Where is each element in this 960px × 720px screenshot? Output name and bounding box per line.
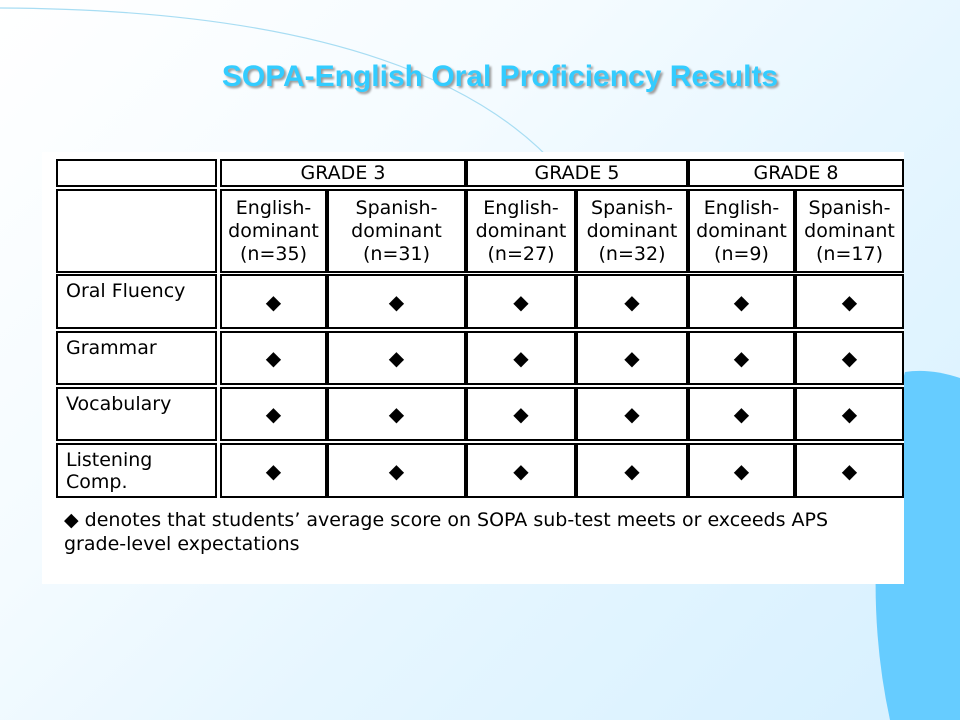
diamond-icon: ◆ (513, 289, 529, 314)
diamond-icon: ◆ (388, 458, 405, 483)
subgroup-label-line: dominant (696, 219, 787, 242)
row-label: Grammar (56, 331, 217, 385)
mark-cell: ◆ (688, 274, 795, 329)
subgroup-label-line: Spanish- (355, 196, 438, 219)
mark-cell: ◆ (466, 387, 576, 441)
diamond-icon: ◆ (841, 289, 858, 314)
subgroup-label-line: English- (483, 196, 559, 219)
mark-cell: ◆ (576, 274, 688, 329)
slide-title: SOPA-English Oral Proficiency Results (221, 60, 779, 93)
diamond-icon: ◆ (388, 289, 405, 314)
grade-header: GRADE 5 (466, 159, 688, 187)
subgroup-header: Spanish-dominant (n=31) (327, 189, 466, 273)
diamond-icon: ◆ (265, 402, 282, 426)
mark-cell: ◆ (466, 443, 576, 498)
subgroup-label: Spanish-dominant (n=17) (804, 197, 895, 266)
mark-cell: ◆ (220, 387, 327, 441)
row-label-line: Listening (66, 449, 153, 471)
row-label-line: Grammar (66, 337, 157, 359)
subgroup-label-line: English- (235, 196, 312, 219)
diamond-icon: ◆ (733, 346, 750, 370)
subgroup-label-line: dominant (351, 219, 442, 242)
legend: ◆ denotes that students’ average score o… (64, 508, 884, 556)
mark-cell: ◆ (466, 274, 576, 329)
mark-cell: ◆ (220, 331, 327, 385)
diamond-icon: ◆ (841, 458, 858, 483)
diamond-icon: ◆ (513, 458, 529, 483)
subgroup-label-line: (n=31) (363, 242, 430, 265)
subgroup-header: English-dominant (n=9) (688, 189, 795, 273)
diamond-icon: ◆ (265, 458, 282, 483)
diamond-icon: ◆ (265, 346, 282, 370)
row-label-line: Vocabulary (66, 393, 172, 415)
subgroup-label-line: dominant (475, 219, 567, 242)
diamond-icon: ◆ (513, 402, 529, 426)
corner-cell (56, 159, 217, 187)
legend-text: denotes that students’ average score on … (64, 509, 829, 555)
mark-cell: ◆ (466, 331, 576, 385)
diamond-icon: ◆ (624, 402, 640, 426)
diamond-icon: ◆ (64, 509, 79, 531)
mark-cell: ◆ (795, 387, 904, 441)
subgroup-label-line: dominant (586, 219, 678, 242)
subgroup-label-line: dominant (228, 219, 319, 242)
mark-cell: ◆ (688, 331, 795, 385)
diamond-icon: ◆ (841, 346, 858, 370)
mark-cell: ◆ (327, 443, 466, 498)
subgroup-label: English-dominant (n=9) (696, 197, 787, 266)
mark-cell: ◆ (795, 331, 904, 385)
mark-cell: ◆ (220, 443, 327, 498)
subgroup-label-line: English- (703, 196, 780, 219)
row-label-line: Oral Fluency (66, 280, 186, 302)
corner-cell-sub (56, 189, 217, 273)
mark-cell: ◆ (576, 387, 688, 441)
subgroup-label-line: Spanish- (591, 196, 673, 219)
subgroup-header: English-dominant (n=35) (220, 189, 327, 273)
subgroup-header: Spanish-dominant (n=32) (576, 189, 688, 273)
diamond-icon: ◆ (733, 402, 750, 426)
mark-cell: ◆ (688, 387, 795, 441)
diamond-icon: ◆ (624, 458, 640, 483)
subgroup-label-line: Spanish- (808, 196, 891, 219)
subgroup-label-line: dominant (804, 219, 895, 242)
diamond-icon: ◆ (624, 289, 640, 314)
diamond-icon: ◆ (841, 402, 858, 426)
subgroup-label: English-dominant (n=35) (228, 197, 319, 266)
mark-cell: ◆ (576, 443, 688, 498)
diamond-icon: ◆ (624, 346, 640, 370)
mark-cell: ◆ (327, 387, 466, 441)
subgroup-label-line: (n=9) (714, 242, 769, 265)
grade-header: GRADE 8 (688, 159, 904, 187)
row-label-line: Comp. (66, 471, 128, 493)
mark-cell: ◆ (327, 274, 466, 329)
mark-cell: ◆ (688, 443, 795, 498)
subgroup-header: English-dominant (n=27) (466, 189, 576, 273)
diamond-icon: ◆ (265, 289, 282, 314)
grade-header: GRADE 3 (220, 159, 466, 187)
diamond-icon: ◆ (733, 458, 750, 483)
subgroup-label-line: (n=17) (816, 242, 883, 265)
row-label: Oral Fluency (56, 274, 217, 329)
subgroup-label-line: (n=27) (487, 242, 555, 265)
diamond-icon: ◆ (513, 346, 529, 370)
subgroup-label-line: (n=35) (240, 242, 307, 265)
subgroup-label-line: (n=32) (598, 242, 666, 265)
row-label: Vocabulary (56, 387, 217, 441)
mark-cell: ◆ (220, 274, 327, 329)
mark-cell: ◆ (576, 331, 688, 385)
diamond-icon: ◆ (733, 289, 750, 314)
subgroup-header: Spanish-dominant (n=17) (795, 189, 904, 273)
diamond-icon: ◆ (388, 346, 405, 370)
mark-cell: ◆ (795, 443, 904, 498)
diamond-icon: ◆ (388, 402, 405, 426)
row-label: Listening Comp. (56, 443, 217, 498)
mark-cell: ◆ (795, 274, 904, 329)
subgroup-label: Spanish-dominant (n=32) (587, 197, 678, 266)
subgroup-label: Spanish-dominant (n=31) (351, 197, 442, 266)
mark-cell: ◆ (327, 331, 466, 385)
subgroup-label: English-dominant (n=27) (476, 197, 567, 266)
